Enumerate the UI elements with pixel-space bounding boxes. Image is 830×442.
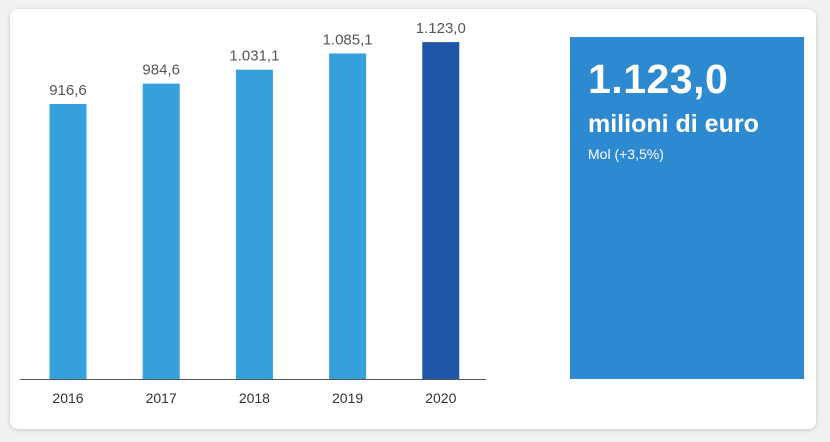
x-tick-label-2019: 2019 bbox=[332, 390, 363, 406]
kpi-panel: 1.123,0 milioni di euro Mol (+3,5%) bbox=[570, 37, 804, 379]
x-tick-label-2018: 2018 bbox=[239, 390, 270, 406]
bar-2016 bbox=[49, 104, 87, 380]
x-tick-label-2020: 2020 bbox=[425, 390, 456, 406]
kpi-value: 1.123,0 bbox=[588, 56, 729, 102]
data-label-2019: 1.085,1 bbox=[323, 31, 373, 48]
kpi-unit: milioni di euro bbox=[588, 110, 759, 138]
data-label-2018: 1.031,1 bbox=[229, 48, 279, 65]
bar-2018 bbox=[235, 69, 273, 380]
data-label-2016: 916,6 bbox=[49, 82, 87, 99]
bar-chart: 916,6 2016 984,6 2017 1.031,1 2018 1.085,1 2019… bbox=[20, 20, 486, 406]
x-tick-label-2016: 2016 bbox=[52, 390, 83, 406]
bar-2019 bbox=[329, 53, 367, 379]
bar-2017 bbox=[142, 83, 180, 380]
kpi-subtitle: Mol (+3,5%) bbox=[588, 146, 664, 162]
bar-2020 bbox=[422, 42, 460, 379]
data-label-2017: 984,6 bbox=[142, 62, 180, 79]
data-label-2020: 1.123,0 bbox=[416, 20, 466, 37]
chart-card: 916,6 2016 984,6 2017 1.031,1 2018 1.085,1 2019… bbox=[10, 9, 816, 429]
x-tick-label-2017: 2017 bbox=[146, 390, 177, 406]
